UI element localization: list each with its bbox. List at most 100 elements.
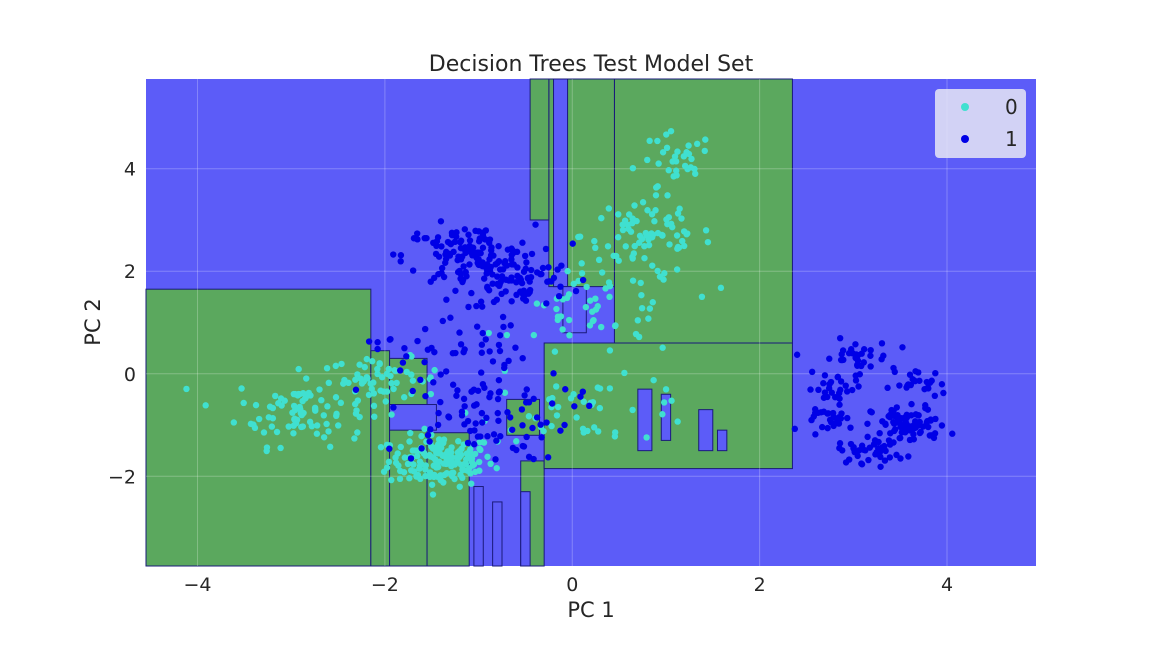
data-point-class-0	[594, 303, 601, 310]
data-point-class-0	[409, 377, 417, 384]
data-point-class-1	[538, 270, 545, 278]
data-point-class-1	[843, 388, 851, 395]
data-point-class-1	[881, 457, 889, 464]
data-point-class-1	[886, 411, 894, 419]
data-point-class-1	[899, 344, 906, 351]
data-point-class-1	[509, 444, 517, 452]
data-point-class-0	[422, 452, 429, 459]
data-point-class-0	[368, 385, 375, 393]
data-point-class-0	[669, 223, 676, 231]
data-point-class-0	[650, 376, 657, 384]
data-point-class-0	[578, 270, 586, 277]
data-point-class-0	[414, 452, 421, 460]
data-point-class-0	[589, 308, 596, 315]
data-point-class-0	[371, 413, 378, 420]
data-point-class-0	[533, 300, 541, 307]
data-point-class-1	[482, 227, 490, 234]
data-point-class-1	[414, 337, 421, 345]
data-point-class-0	[606, 347, 614, 354]
data-point-class-1	[891, 426, 899, 433]
data-point-class-1	[479, 380, 487, 388]
data-point-class-0	[361, 363, 368, 371]
data-point-class-0	[354, 397, 362, 404]
data-point-class-0	[659, 149, 667, 156]
data-point-class-0	[592, 244, 599, 252]
data-point-class-0	[702, 136, 709, 143]
data-point-class-1	[884, 384, 891, 392]
data-point-class-1	[474, 249, 481, 256]
data-point-class-1	[820, 380, 827, 387]
data-point-class-0	[559, 326, 566, 333]
data-point-class-1	[493, 437, 500, 444]
data-point-class-0	[567, 395, 575, 402]
decision-region-class-1	[553, 78, 569, 288]
data-point-class-1	[505, 277, 513, 284]
data-point-class-0	[687, 164, 694, 171]
data-point-class-1	[826, 355, 833, 362]
data-point-class-1	[940, 389, 947, 397]
data-point-class-1	[847, 424, 854, 431]
data-point-class-0	[564, 267, 571, 275]
data-point-class-0	[596, 404, 604, 412]
data-point-class-1	[472, 420, 479, 427]
data-point-class-1	[501, 361, 508, 369]
data-point-class-1	[821, 372, 829, 379]
data-point-class-0	[525, 413, 533, 420]
data-point-class-1	[457, 256, 465, 263]
data-point-class-0	[557, 313, 565, 320]
data-point-class-1	[386, 445, 393, 452]
data-point-class-1	[505, 357, 512, 365]
data-point-class-0	[678, 215, 685, 222]
data-point-class-1	[924, 384, 932, 391]
data-point-class-1	[908, 412, 915, 419]
data-point-class-1	[374, 345, 381, 353]
data-point-class-1	[923, 419, 931, 426]
legend-box	[935, 89, 1026, 158]
data-point-class-1	[442, 368, 450, 375]
data-point-class-1	[864, 433, 871, 441]
data-point-class-1	[521, 292, 528, 299]
data-point-class-1	[494, 395, 502, 403]
data-point-class-1	[543, 419, 550, 426]
data-point-class-1	[477, 298, 485, 305]
data-point-class-1	[465, 231, 472, 238]
data-point-class-1	[542, 245, 550, 253]
data-point-class-1	[842, 459, 850, 466]
data-point-class-1	[858, 350, 865, 357]
data-point-class-1	[521, 252, 529, 260]
data-point-class-0	[673, 172, 680, 179]
data-point-class-0	[374, 370, 381, 378]
data-point-class-0	[458, 445, 465, 453]
data-point-class-1	[916, 377, 923, 384]
data-point-class-0	[685, 142, 692, 149]
data-point-class-0	[501, 389, 509, 396]
data-point-class-0	[440, 479, 447, 486]
data-point-class-0	[493, 464, 500, 472]
data-point-class-1	[527, 266, 535, 274]
data-point-class-1	[492, 456, 499, 463]
data-point-class-0	[638, 291, 645, 299]
data-point-class-0	[436, 450, 444, 457]
data-point-class-1	[521, 392, 528, 399]
data-point-class-1	[460, 348, 467, 356]
data-point-class-1	[447, 314, 454, 321]
data-point-class-1	[579, 276, 587, 284]
x-tick-label: −4	[184, 574, 212, 596]
legend-label-series-0: 0	[1005, 95, 1018, 119]
legend: 0 1	[935, 89, 1026, 158]
data-point-class-1	[468, 388, 475, 395]
data-point-class-1	[791, 425, 799, 433]
data-point-class-0	[646, 137, 653, 145]
data-point-class-0	[659, 344, 666, 351]
data-point-class-1	[558, 262, 565, 269]
data-point-class-1	[486, 267, 494, 274]
data-point-class-1	[473, 323, 481, 330]
data-point-class-1	[543, 300, 550, 307]
data-point-class-1	[519, 239, 526, 246]
data-point-class-0	[356, 361, 363, 368]
data-point-class-1	[523, 386, 530, 393]
data-point-class-1	[424, 431, 432, 439]
data-point-class-0	[606, 385, 614, 392]
data-point-class-0	[651, 218, 658, 225]
data-point-class-1	[421, 325, 429, 333]
